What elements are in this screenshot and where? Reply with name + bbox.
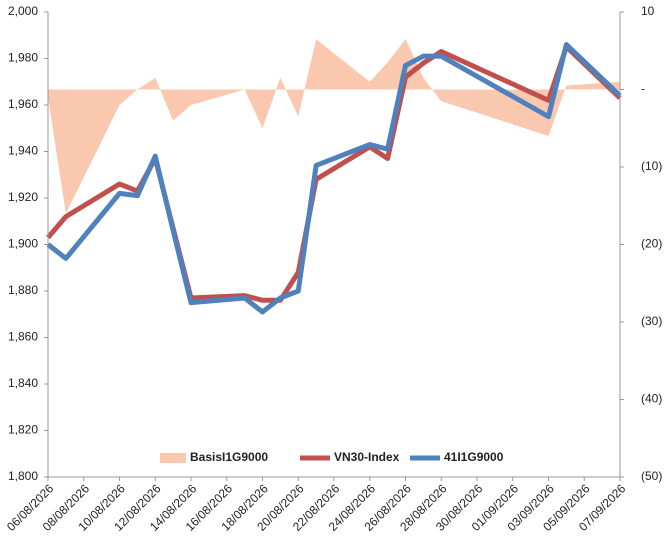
legend-label: VN30-Index bbox=[334, 450, 400, 464]
basis-area bbox=[48, 39, 620, 214]
series-line bbox=[46, 42, 622, 315]
y2-tick-label: (50) bbox=[641, 469, 662, 483]
y-tick-label: 1,820 bbox=[8, 423, 38, 437]
legend-label: 41I1G9000 bbox=[444, 450, 504, 464]
y2-tick-label: 10 bbox=[641, 4, 655, 18]
y2-tick-label: (10) bbox=[641, 159, 662, 173]
y-tick-label: 1,800 bbox=[8, 469, 38, 483]
y-tick-label: 1,980 bbox=[8, 51, 38, 65]
y2-tick-label: (20) bbox=[641, 237, 662, 251]
y-tick-label: 1,920 bbox=[8, 190, 38, 204]
y-tick-label: 1,900 bbox=[8, 237, 38, 251]
legend-swatch bbox=[160, 453, 186, 463]
y-tick-label: 1,940 bbox=[8, 144, 38, 158]
y-tick-label: 1,880 bbox=[8, 283, 38, 297]
y-tick-label: 1,860 bbox=[8, 330, 38, 344]
legend-label: BasisI1G9000 bbox=[190, 450, 268, 464]
y-tick-label: 1,840 bbox=[8, 376, 38, 390]
y-tick-label: 2,000 bbox=[8, 4, 38, 18]
y-tick-label: 1,960 bbox=[8, 97, 38, 111]
y2-tick-label: (40) bbox=[641, 392, 662, 406]
y2-tick-label: (30) bbox=[641, 314, 662, 328]
y2-tick-label: - bbox=[641, 82, 645, 96]
